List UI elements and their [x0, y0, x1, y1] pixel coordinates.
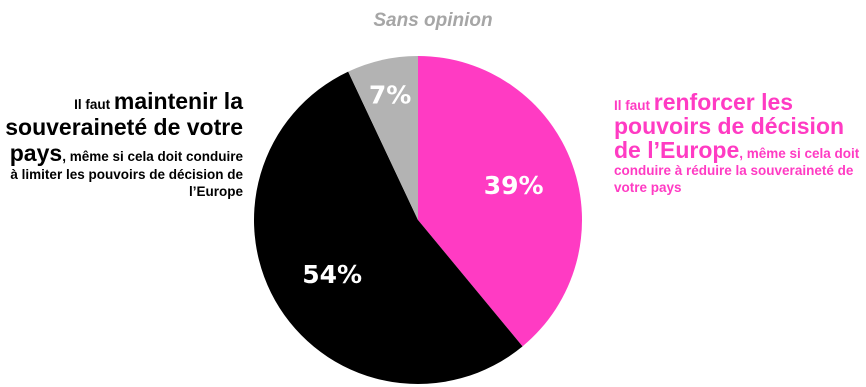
maintain-suffix: , même si cela doit conduire à limiter l…: [10, 149, 243, 199]
maintain-emphasis: maintenir la souveraineté de votre pays: [5, 88, 243, 166]
pie-slice-1: [418, 56, 582, 347]
maintain-prefix: Il faut: [74, 97, 114, 112]
pie-slice-label-2: 54%: [302, 260, 362, 289]
maintain-sovereignty-label: Il faut maintenir la souveraineté de vot…: [0, 88, 243, 200]
strengthen-suffix: , même si cela doit conduire à réduire l…: [614, 146, 860, 195]
no-opinion-label: Sans opinion: [373, 10, 493, 31]
pie-slice-3: [348, 56, 418, 220]
strengthen-prefix: Il faut: [614, 98, 654, 113]
pie-slice-label-3: 7%: [369, 81, 411, 110]
strengthen-europe-label: Il faut renforcer les pouvoirs de décisi…: [614, 90, 866, 196]
pie-slice-2: [254, 71, 523, 384]
strengthen-emphasis: renforcer les pouvoirs de décision de l’…: [614, 89, 845, 163]
pie-slice-label-1: 39%: [484, 171, 544, 200]
